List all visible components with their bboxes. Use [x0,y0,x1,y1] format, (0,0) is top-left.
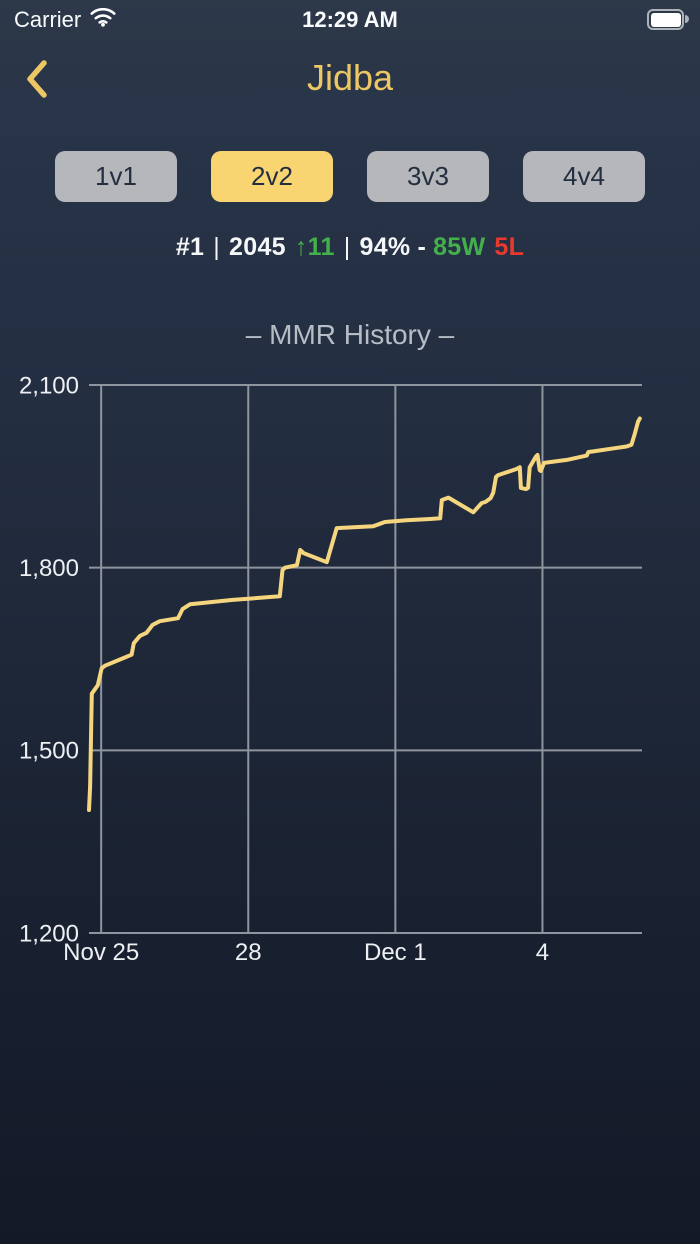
battery-nub [685,15,689,23]
svg-text:Dec 1: Dec 1 [364,939,427,966]
wifi-icon [90,7,116,27]
chevron-left-icon [27,60,47,98]
status-bar: Carrier 12:29 AM [0,0,700,40]
dash-separator: - [417,233,427,261]
mode-button-label: 1v1 [95,161,137,191]
svg-text:28: 28 [235,939,262,966]
mode-button-1v1[interactable]: 1v1 [55,151,177,202]
rank-value: #1 [175,233,205,261]
page-title: Jidba [306,57,394,98]
rating-value: 2045 [229,233,286,261]
back-button[interactable] [24,59,50,99]
stats-bar: #1 | 2045 ↑11 | 94% -85W 5L [0,233,700,262]
mode-button-3v3[interactable]: 3v3 [367,151,489,202]
mmr-history-chart: Nov 25 28 Dec 1 4 2,100 1,800 1,500 1,200 [19,372,642,966]
clock: 12:29 AM [302,7,398,32]
svg-text:2,100: 2,100 [19,372,79,399]
carrier-label: Carrier [14,7,82,32]
mode-button-4v4[interactable]: 4v4 [523,151,645,202]
battery-fill [650,12,681,27]
svg-text:4: 4 [536,939,549,966]
losses-value: 5L [494,233,525,261]
pipe-separator: | [343,233,351,261]
svg-text:1,500: 1,500 [19,738,79,765]
wins-value: 85W [433,233,486,261]
mode-button-2v2[interactable]: 2v2 [211,151,333,202]
winrate-value: 94% [359,233,411,261]
pipe-separator: | [213,233,221,261]
mode-button-label: 2v2 [251,161,293,191]
arrow-up-icon: ↑ [294,233,308,261]
svg-text:1,800: 1,800 [19,555,79,582]
chart-title: – MMR History – [245,319,455,350]
mode-button-label: 3v3 [407,161,449,191]
svg-text:1,200: 1,200 [19,920,79,947]
mode-button-label: 4v4 [563,161,605,191]
delta-value: 11 [307,233,335,261]
battery-icon [647,9,689,30]
svg-text:Nov 25: Nov 25 [63,939,139,966]
rating-delta: ↑11 [295,233,335,261]
mode-selector: 1v1 2v2 3v3 4v4 [55,151,645,202]
